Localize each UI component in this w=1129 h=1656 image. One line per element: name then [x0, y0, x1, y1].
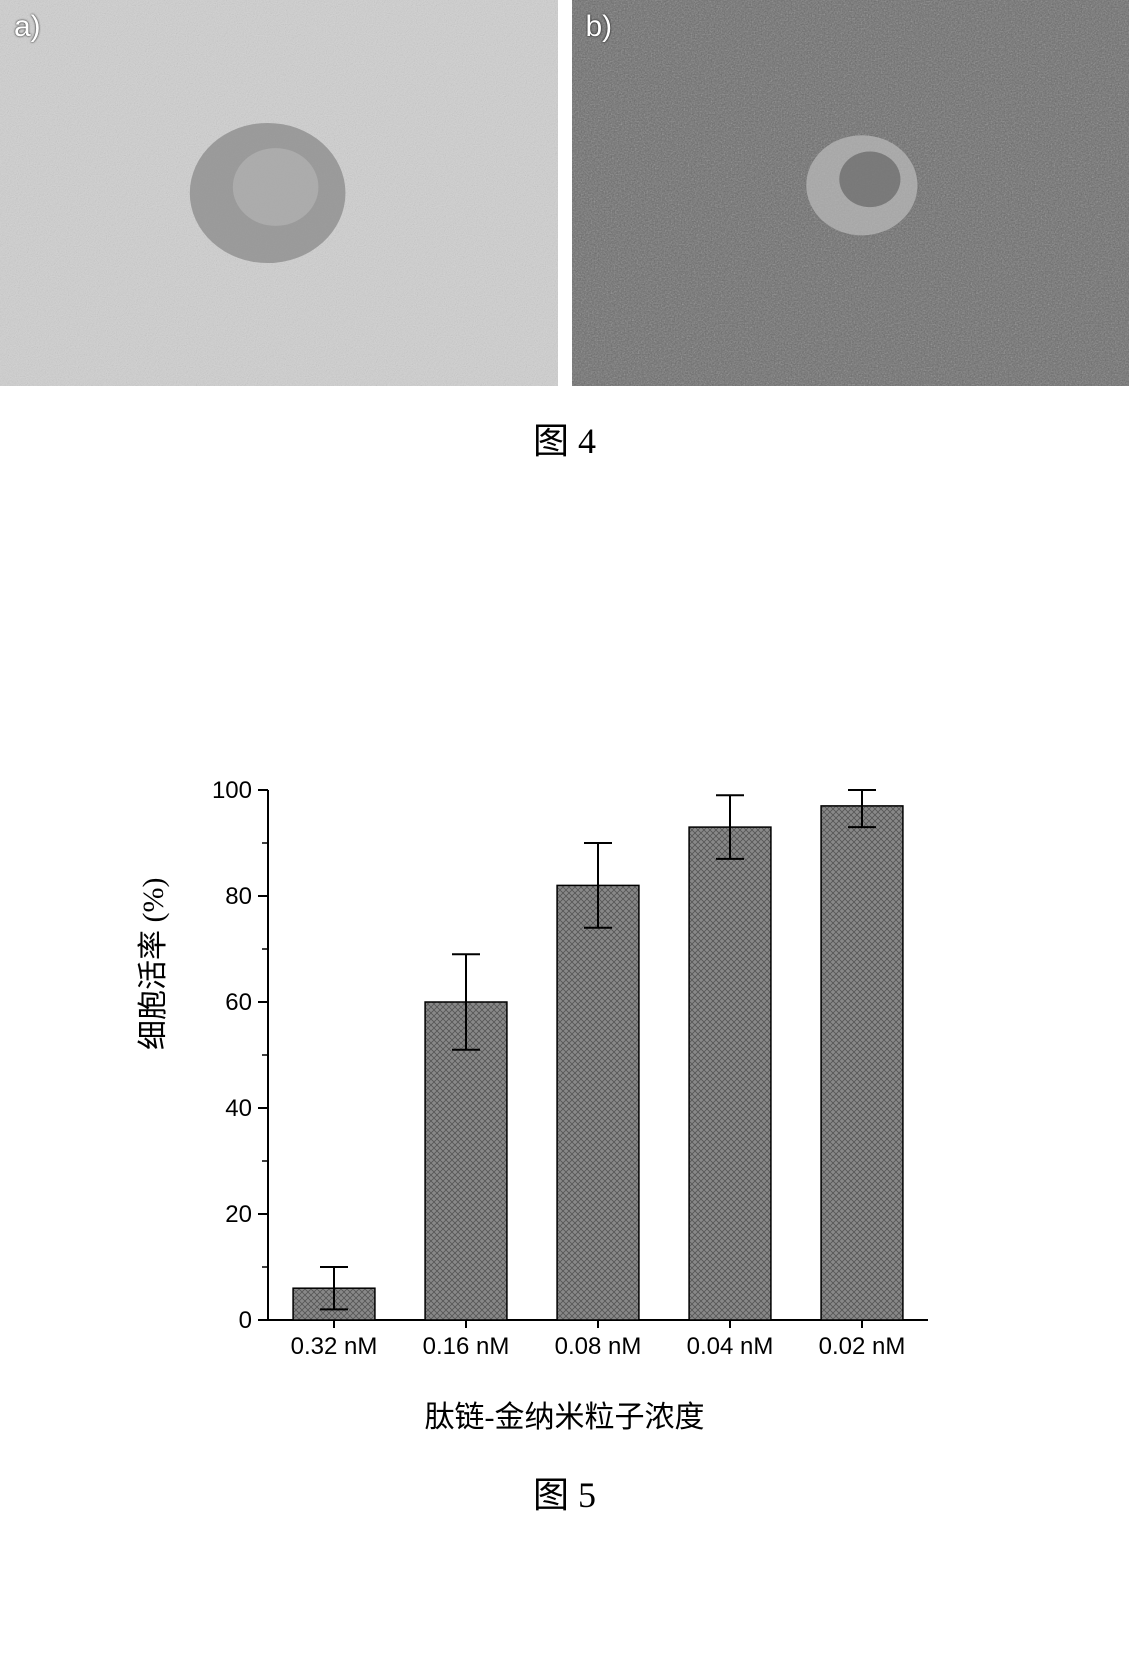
bar [557, 885, 639, 1320]
svg-text:40: 40 [225, 1095, 252, 1122]
svg-text:0.02 nM: 0.02 nM [819, 1333, 906, 1360]
y-axis-label: 细胞活率 (%) [128, 878, 172, 1050]
svg-text:0.04 nM: 0.04 nM [687, 1333, 774, 1360]
svg-text:20: 20 [225, 1201, 252, 1228]
svg-text:0.08 nM: 0.08 nM [555, 1333, 642, 1360]
svg-text:0.16 nM: 0.16 nM [423, 1333, 510, 1360]
figure5-caption: 图 5 [0, 1466, 1129, 1518]
x-axis-label: 肽链-金纳米粒子浓度 [0, 1392, 1129, 1436]
bar-chart-svg: 0 20 40 60 80 100 0.32 nM 0.16 nM 0.08 nM 0.04 nM… [188, 770, 948, 1390]
figure4-caption: 图 4 [0, 412, 1129, 464]
figure4-panel-a: a) [0, 0, 558, 386]
svg-text:0.32 nM: 0.32 nM [291, 1333, 378, 1360]
figure5-chart: 0 20 40 60 80 100 0.32 nM 0.16 nM 0.08 nM 0.04 nM… [188, 770, 948, 1430]
figure4-panel-b: b) [572, 0, 1129, 386]
svg-text:60: 60 [225, 989, 252, 1016]
bar [821, 806, 903, 1320]
bar [689, 827, 771, 1320]
panel-a-tag: a) [14, 10, 41, 44]
svg-text:100: 100 [212, 777, 252, 804]
figure4-image-pair: a) b) [0, 0, 1129, 386]
svg-text:0: 0 [239, 1307, 252, 1334]
svg-text:80: 80 [225, 883, 252, 910]
panel-b-tag: b) [586, 10, 613, 44]
